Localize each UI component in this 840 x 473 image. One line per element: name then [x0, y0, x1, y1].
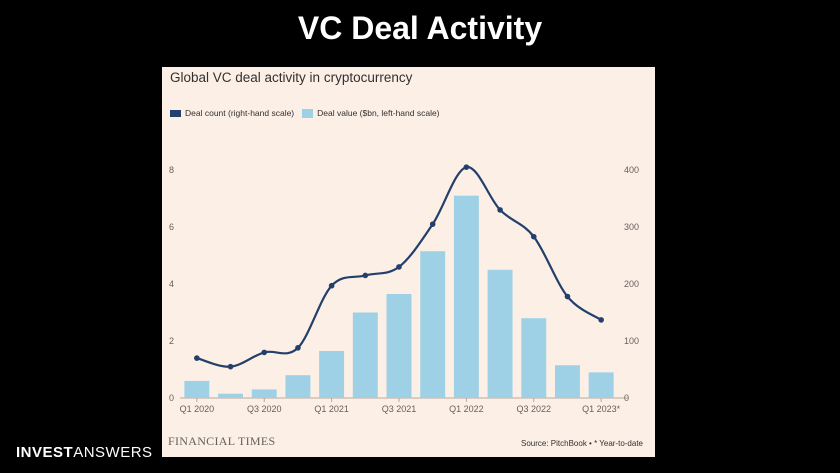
legend-bar-label: Deal value ($bn, left-hand scale) [317, 108, 440, 118]
deal-value-bar [487, 269, 513, 398]
left-tick-label: 6 [169, 222, 174, 232]
brand-logo: INVESTANSWERS [16, 444, 153, 461]
slide-title: VC Deal Activity [297, 10, 543, 46]
left-tick-label: 8 [169, 165, 174, 175]
deal-value-bar [588, 372, 614, 398]
deal-value-bar [521, 318, 547, 398]
chart-legend: Deal count (right-hand scale) Deal value… [170, 108, 440, 118]
deal-count-point [564, 293, 571, 300]
deal-value-bar [386, 293, 412, 398]
right-tick-label: 0 [624, 393, 629, 403]
deal-value-bar [453, 195, 479, 398]
legend-line-swatch [170, 109, 181, 117]
deal-count-point [530, 233, 537, 240]
deal-value-bar [554, 365, 580, 398]
deal-value-bar [218, 393, 244, 398]
deal-value-bar [319, 350, 345, 398]
left-tick-label: 0 [169, 393, 174, 403]
source-note: Source: PitchBook • * Year-to-date [521, 439, 643, 448]
publisher-logo: FINANCIAL TIMES [168, 434, 276, 448]
deal-count-point [598, 317, 604, 323]
deal-count-point [295, 345, 301, 351]
left-tick-label: 2 [169, 336, 174, 346]
deal-value-bar [251, 389, 277, 398]
brand-logo-bold: INVEST [16, 444, 74, 461]
deal-value-bar [420, 251, 446, 398]
right-tick-label: 400 [624, 165, 639, 175]
deal-count-point [362, 272, 369, 279]
deal-value-bar [352, 312, 378, 398]
x-tick-label: Q1 2020 [180, 404, 215, 414]
right-tick-label: 300 [624, 222, 639, 232]
deal-value-bar [285, 375, 311, 398]
chart-title: Global VC deal activity in cryptocurrenc… [170, 70, 413, 85]
x-tick-label: Q3 2022 [517, 404, 552, 414]
x-tick-label: Q1 2022 [449, 404, 484, 414]
deal-count-point [396, 264, 402, 270]
deal-count-point [194, 355, 200, 361]
left-tick-label: 4 [169, 279, 174, 289]
deal-count-point [463, 164, 470, 170]
chart-panel: Global VC deal activity in cryptocurrenc… [162, 67, 655, 457]
x-tick-label: Q1 2021 [314, 404, 349, 414]
deal-count-point [497, 207, 503, 213]
chart-plot: 0 2 4 6 8 0 100 200 300 400 Q1 2020 Q3 2020 Q1 2021 Q… [169, 164, 639, 414]
right-tick-label: 100 [624, 336, 639, 346]
deal-count-point [261, 349, 268, 356]
legend-bar-swatch [302, 108, 314, 118]
x-tick-label: Q3 2021 [382, 404, 417, 414]
brand-logo-light: ANSWERS [73, 444, 153, 461]
x-tick-label: Q1 2023* [582, 404, 621, 414]
right-tick-label: 200 [624, 279, 639, 289]
legend-line-label: Deal count (right-hand scale) [185, 108, 295, 118]
deal-count-point [429, 221, 436, 227]
x-tick-label: Q3 2020 [247, 404, 282, 414]
deal-count-point [227, 363, 234, 370]
deal-value-bar [184, 380, 210, 398]
deal-count-point [328, 282, 335, 289]
